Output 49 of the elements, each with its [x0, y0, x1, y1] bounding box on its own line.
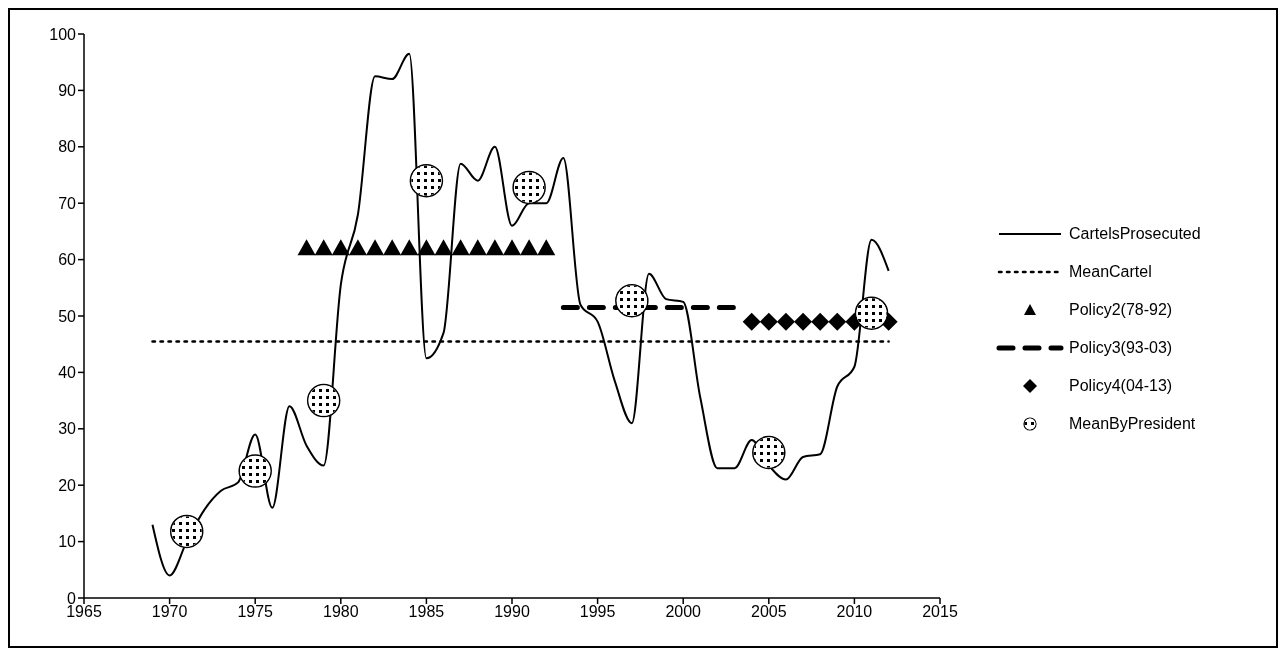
point	[811, 312, 830, 331]
y-tick-label: 50	[58, 307, 77, 325]
point	[348, 239, 367, 256]
point	[383, 239, 402, 256]
y-tick-label: 60	[58, 251, 77, 269]
point	[297, 239, 316, 256]
x-tick-label: 1965	[66, 603, 102, 621]
x-tick-label: 2015	[922, 603, 958, 621]
y-tick-label: 100	[49, 25, 77, 43]
legend-label: Policy3(93-03)	[1069, 339, 1173, 357]
point	[451, 239, 470, 256]
point	[742, 312, 761, 331]
point	[794, 312, 813, 331]
y-tick-label: 90	[58, 82, 77, 100]
point	[314, 239, 333, 256]
x-tick-label: 1995	[579, 603, 616, 621]
legend-label: MeanCartel	[1069, 263, 1152, 281]
y-tick-label: 70	[58, 194, 77, 212]
x-tick-label: 2000	[665, 603, 702, 621]
point	[828, 312, 847, 331]
legend-label: Policy4(04-13)	[1069, 377, 1173, 395]
point	[366, 239, 385, 256]
point	[520, 239, 539, 256]
point	[331, 239, 350, 256]
point	[417, 239, 436, 256]
point	[434, 239, 453, 256]
x-tick-label: 1990	[494, 603, 530, 621]
x-tick-label: 1975	[237, 603, 274, 621]
y-tick-label: 20	[58, 476, 77, 494]
point	[776, 312, 795, 331]
legend-label: Policy2(78-92)	[1069, 301, 1173, 319]
line-series	[151, 52, 890, 577]
x-tick-label: 1980	[323, 603, 359, 621]
point	[503, 239, 521, 256]
point	[400, 239, 419, 256]
point	[468, 239, 487, 256]
legend-label: CartelsProsecuted	[1069, 225, 1201, 243]
point	[537, 239, 556, 256]
x-tick-label: 2005	[751, 603, 787, 621]
point	[485, 239, 504, 256]
x-tick-label: 2010	[836, 603, 873, 621]
y-tick-label: 30	[58, 420, 77, 438]
x-tick-label: 1970	[151, 603, 188, 621]
point	[759, 312, 778, 331]
legend-label: MeanByPresident	[1069, 415, 1196, 433]
y-tick-label: 10	[58, 533, 77, 551]
y-tick-label: 40	[58, 364, 77, 382]
y-tick-label: 80	[58, 138, 77, 156]
x-tick-label: 1985	[408, 603, 445, 621]
